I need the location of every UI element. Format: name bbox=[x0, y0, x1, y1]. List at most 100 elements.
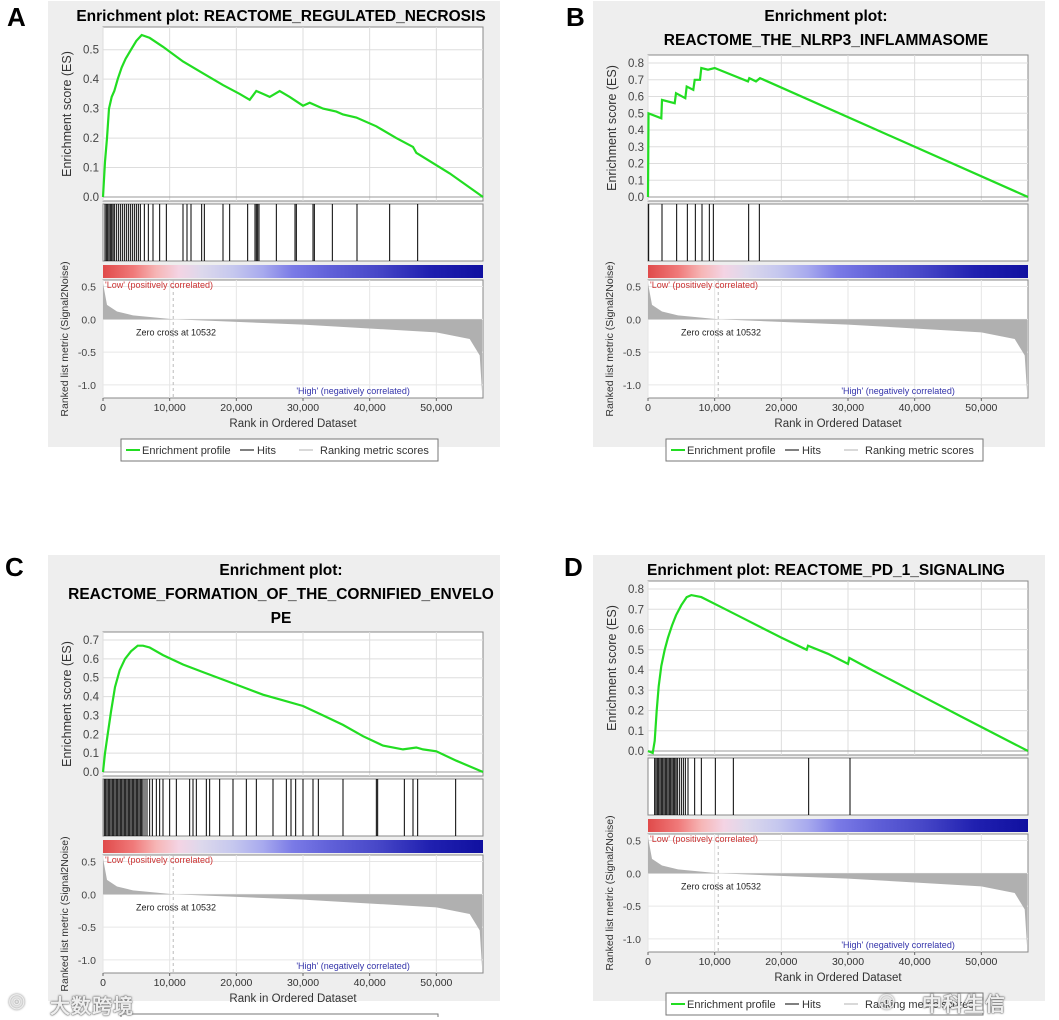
enrichment-profile-line bbox=[647, 593, 1029, 755]
chart-title: Enrichment plot: bbox=[219, 562, 342, 579]
legend-metric-label: Ranking metric scores bbox=[865, 999, 974, 1011]
legend-metric-label: Ranking metric scores bbox=[865, 445, 974, 457]
metric-plot-area bbox=[647, 833, 1029, 953]
metric-tick-label: 0.5 bbox=[626, 282, 641, 294]
enrichment-panel-d: Enrichment plot: REACTOME_PD_1_SIGNALING… bbox=[593, 555, 1045, 1016]
metric-tick-label: 0.0 bbox=[626, 314, 641, 326]
es-tick-label: 0.3 bbox=[628, 685, 644, 697]
es-axis-label: Enrichment score (ES) bbox=[60, 641, 74, 767]
x-tick-label: 50,000 bbox=[420, 977, 452, 989]
es-tick-label: 0.1 bbox=[628, 726, 644, 738]
metric-tick-label: -1.0 bbox=[78, 380, 96, 392]
hits-area bbox=[647, 757, 1029, 816]
x-tick-label: 30,000 bbox=[287, 402, 319, 414]
es-tick-label: 0.5 bbox=[83, 45, 99, 57]
watermark-left-icon: ◎ bbox=[8, 988, 26, 1012]
es-tick-label: 0.7 bbox=[628, 604, 644, 616]
x-tick-label: 20,000 bbox=[220, 402, 252, 414]
es-tick-label: 0.2 bbox=[83, 133, 99, 145]
es-tick-label: 0.0 bbox=[83, 192, 99, 204]
es-tick-label: 0.6 bbox=[628, 92, 644, 104]
metric-tick-label: -1.0 bbox=[78, 955, 96, 967]
es-tick-label: 0.0 bbox=[83, 767, 99, 779]
es-axis-label: Enrichment score (ES) bbox=[60, 51, 74, 177]
enrichment-profile-line bbox=[646, 66, 1029, 199]
legend-hits-label: Hits bbox=[257, 445, 276, 457]
es-tick-label: 0.5 bbox=[83, 673, 99, 685]
high-correlation-label: 'High' (negatively correlated) bbox=[296, 961, 410, 971]
es-tick-label: 0.3 bbox=[83, 104, 99, 116]
low-correlation-label: 'Low' (positively correlated) bbox=[650, 834, 758, 844]
rank-heat-bar bbox=[103, 840, 483, 853]
es-tick-label: 0.0 bbox=[628, 746, 644, 758]
es-tick-label: 0.2 bbox=[628, 159, 644, 171]
chart-title: Enrichment plot: REACTOME_REGULATED_NECR… bbox=[76, 8, 485, 25]
x-tick-label: 10,000 bbox=[699, 956, 731, 968]
es-tick-label: 0.0 bbox=[628, 192, 644, 204]
watermark-right: 中科生信 bbox=[922, 992, 1006, 1016]
es-plot-area bbox=[647, 580, 1029, 756]
x-tick-label: 20,000 bbox=[765, 956, 797, 968]
legend-profile-label: Enrichment profile bbox=[687, 999, 776, 1011]
chart-title: REACTOME_FORMATION_OF_THE_CORNIFIED_ENVE… bbox=[68, 586, 494, 603]
chart-title: REACTOME_THE_NLRP3_INFLAMMASOME bbox=[664, 32, 988, 49]
es-tick-label: 0.5 bbox=[628, 645, 644, 657]
metric-tick-label: 0.5 bbox=[81, 282, 96, 294]
x-axis-label: Rank in Ordered Dataset bbox=[774, 418, 902, 430]
x-tick-label: 50,000 bbox=[420, 402, 452, 414]
metric-tick-label: -0.5 bbox=[623, 901, 641, 913]
metric-plot-area bbox=[647, 279, 1029, 399]
low-correlation-label: 'Low' (positively correlated) bbox=[105, 280, 213, 290]
zero-cross-label: Zero cross at 10532 bbox=[136, 903, 216, 913]
es-tick-label: 0.4 bbox=[83, 74, 100, 86]
es-tick-label: 0.6 bbox=[83, 654, 99, 666]
metric-axis-label: Ranked list metric (Signal2Noise) bbox=[59, 836, 71, 991]
panel-letter-d: D bbox=[564, 552, 583, 582]
metric-tick-label: 0.0 bbox=[81, 314, 96, 326]
es-tick-label: 0.8 bbox=[628, 584, 644, 596]
metric-tick-label: 0.0 bbox=[81, 889, 96, 901]
x-tick-label: 0 bbox=[645, 956, 651, 968]
metric-tick-label: -0.5 bbox=[623, 347, 641, 359]
hits-area bbox=[102, 778, 484, 837]
zero-cross-label: Zero cross at 10532 bbox=[136, 328, 216, 338]
x-axis-label: Rank in Ordered Dataset bbox=[229, 418, 357, 430]
es-tick-label: 0.6 bbox=[628, 625, 644, 637]
enrichment-panel-b: Enrichment plot: REACTOME_THE_NLRP3_INFLA… bbox=[593, 1, 1045, 462]
enrichment-profile-line bbox=[101, 33, 484, 198]
legend-box bbox=[665, 438, 984, 462]
enrichment-panel-c: Enrichment plot: REACTOME_FORMATION_OF_TH… bbox=[48, 555, 500, 1017]
x-tick-label: 0 bbox=[645, 402, 651, 414]
es-tick-label: 0.7 bbox=[83, 635, 99, 647]
low-correlation-label: 'Low' (positively correlated) bbox=[105, 855, 213, 865]
chart-b: Enrichment plot: REACTOME_THE_NLRP3_INFLA… bbox=[593, 1, 1045, 462]
es-tick-label: 0.3 bbox=[83, 710, 99, 722]
metric-axis-label: Ranked list metric (Signal2Noise) bbox=[59, 261, 71, 416]
rank-heat-bar bbox=[648, 819, 1028, 832]
chart-a: Enrichment plot: REACTOME_REGULATED_NECR… bbox=[48, 1, 500, 462]
x-tick-label: 30,000 bbox=[287, 977, 319, 989]
panel-letter-a: A bbox=[7, 2, 26, 32]
x-tick-label: 50,000 bbox=[965, 402, 997, 414]
es-axis-label: Enrichment score (ES) bbox=[605, 65, 619, 191]
x-tick-label: 0 bbox=[100, 977, 106, 989]
metric-tick-label: -1.0 bbox=[623, 380, 641, 392]
metric-tick-label: -0.5 bbox=[78, 922, 96, 934]
x-tick-label: 10,000 bbox=[699, 402, 731, 414]
metric-tick-label: -1.0 bbox=[623, 934, 641, 946]
x-axis-label: Rank in Ordered Dataset bbox=[229, 993, 357, 1005]
x-tick-label: 20,000 bbox=[765, 402, 797, 414]
high-correlation-label: 'High' (negatively correlated) bbox=[841, 386, 955, 396]
metric-tick-label: 0.5 bbox=[81, 857, 96, 869]
es-tick-label: 0.8 bbox=[628, 58, 644, 70]
es-plot-area bbox=[102, 26, 484, 202]
legend-metric-label: Ranking metric scores bbox=[320, 445, 429, 457]
metric-plot-area bbox=[102, 279, 484, 399]
es-plot-area bbox=[647, 54, 1029, 202]
rank-heat-bar bbox=[648, 265, 1028, 278]
x-tick-label: 30,000 bbox=[832, 956, 864, 968]
es-tick-label: 0.4 bbox=[628, 665, 645, 677]
low-correlation-label: 'Low' (positively correlated) bbox=[650, 280, 758, 290]
metric-plot-area bbox=[102, 854, 484, 974]
metric-axis-label: Ranked list metric (Signal2Noise) bbox=[604, 815, 616, 970]
